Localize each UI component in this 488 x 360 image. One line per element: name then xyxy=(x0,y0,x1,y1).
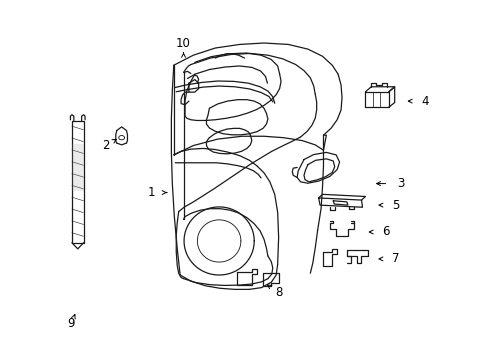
Text: 6: 6 xyxy=(382,225,389,238)
Text: 8: 8 xyxy=(274,287,282,300)
Text: 2: 2 xyxy=(102,139,109,152)
Text: 10: 10 xyxy=(176,37,191,50)
Text: 7: 7 xyxy=(391,252,399,265)
Text: 4: 4 xyxy=(420,95,428,108)
Text: 3: 3 xyxy=(396,177,404,190)
Text: 5: 5 xyxy=(391,199,399,212)
Text: 9: 9 xyxy=(67,317,75,330)
Text: 1: 1 xyxy=(148,186,155,199)
